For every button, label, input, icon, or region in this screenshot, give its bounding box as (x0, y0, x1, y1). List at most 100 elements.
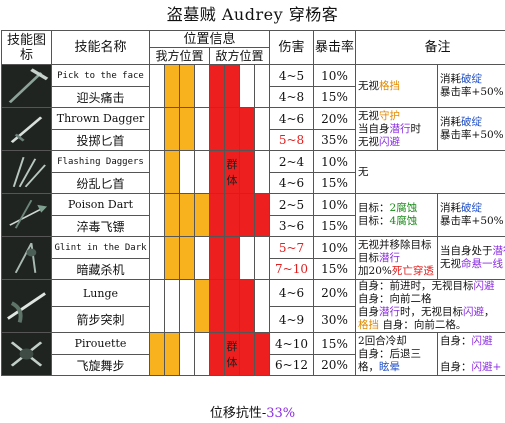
our-position-slot (179, 64, 195, 108)
our-position-slot (194, 64, 210, 108)
our-position-slot (179, 193, 195, 237)
our-position-slot (149, 279, 165, 333)
our-position-slot (164, 236, 180, 280)
skill-row: Lunge 4~6 20% 自身：前进时，无视目标闪避 自身：向前二格 自身潜行时，无视目… (1, 278, 505, 333)
crit-value: 10% (313, 193, 357, 216)
enemy-position-slot (239, 236, 255, 280)
enemy-position-slot (209, 64, 225, 108)
skill-row: 暗藏杀机 7~10 15% (2, 258, 505, 280)
crit-value: 20% (313, 107, 357, 130)
damage-value: 4~9 (269, 306, 315, 333)
damage-value: 4~5 (269, 64, 315, 87)
damage-value: 7~10 (269, 258, 315, 280)
enemy-position-slot (253, 279, 271, 333)
our-position-slot (179, 150, 195, 194)
skill-table: 技能图标 技能名称 位置信息 伤害 暴击率 备注 我方位置 敌方位置 Pick … (1, 30, 505, 376)
skill-row: 纷乱匕首 4~6 15% (2, 172, 505, 194)
enemy-position-slot (224, 236, 240, 280)
our-position-slot (149, 107, 165, 151)
header-skill-name: 技能名称 (51, 30, 150, 65)
remark-b: 消耗破绽 暴击率+50% (437, 107, 505, 151)
crit-value: 15% (313, 86, 357, 108)
skill-name-zh: 投掷匕首 (51, 129, 150, 151)
damage-value: 4~6 (269, 172, 315, 194)
skill-row: 淬毒飞镖 3~6 15% (2, 215, 505, 237)
our-position-slot (179, 236, 195, 280)
our-position-slot (194, 150, 210, 194)
skill-row: Poison Dart 2~5 10% 目标：2腐蚀 目标：4腐蚀 消耗破绽 暴击率+50% (1, 193, 505, 237)
skill-row: Pirouette 群体 4~10 15% 2回合冷却 自身：后退三格，眩晕 自身：闪避 自身… (1, 332, 505, 376)
skill-name-zh: 飞旋舞步 (51, 354, 150, 376)
crit-value: 20% (313, 278, 357, 308)
remark-a: 2回合冷却 自身：后退三格，眩晕 (355, 332, 439, 376)
skill-name-en: Thrown Dagger (51, 107, 150, 130)
damage-value: 3~6 (269, 215, 315, 237)
our-position-slot (149, 332, 165, 376)
skill-name-en: Pirouette (51, 332, 150, 355)
header-enemy-position: 敌方位置 (208, 47, 271, 65)
crit-value: 10% (313, 64, 357, 87)
remark-a: 无视守护 当自身潜行时 无视闪避 (355, 107, 439, 151)
enemy-position-slot (239, 193, 255, 237)
enemy-position-slot (209, 332, 225, 376)
pickaxe-icon (1, 64, 52, 108)
header-damage: 伤害 (269, 30, 315, 65)
our-position-slot (149, 150, 165, 194)
enemy-position-slot (253, 332, 271, 376)
daggers-fan-icon (1, 150, 52, 194)
skill-name-zh: 箭步突刺 (51, 306, 150, 333)
skill-row: 箭步突刺 4~9 30% (2, 306, 505, 333)
skill-name-zh: 迎头痛击 (51, 86, 150, 108)
skill-row: Thrown Dagger 4~6 20% 无视守护 当自身潜行时 无视闪避 消耗破绽 暴击率… (1, 107, 505, 151)
crit-value: 15% (313, 332, 357, 355)
enemy-position-slot (239, 150, 255, 194)
skill-name-zh: 淬毒飞镖 (51, 215, 150, 237)
our-position-slot (179, 107, 195, 151)
enemy-position-slot (209, 193, 225, 237)
damage-value: 5~7 (269, 236, 315, 259)
enemy-position-slot (224, 279, 240, 333)
remark-a: 目标：2腐蚀 目标：4腐蚀 (355, 193, 439, 237)
our-position-slot (149, 193, 165, 237)
crit-value: 15% (313, 215, 357, 237)
damage-value: 2~5 (269, 193, 315, 216)
enemy-position-slot (239, 279, 255, 333)
dart-icon (1, 193, 52, 237)
damage-value: 2~4 (269, 150, 315, 173)
crit-value: 35% (313, 129, 357, 151)
header-crit: 暴击率 (313, 30, 357, 65)
remark-b: 消耗破绽 暴击率+50% (437, 64, 505, 108)
our-position-slot (179, 279, 195, 333)
skill-name-en: Pick to the face (51, 64, 150, 87)
skill-name-en: Glint in the Dark (51, 236, 150, 259)
footer-value: 33% (266, 406, 296, 421)
enemy-position-slot (253, 193, 271, 237)
our-position-slot (164, 64, 180, 108)
our-position-slot (164, 193, 180, 237)
dagger-icon (1, 107, 52, 151)
damage-value: 4~10 (269, 332, 315, 355)
remark-a: 无视格挡 (355, 64, 439, 108)
crit-value: 10% (313, 236, 357, 259)
page-title: 盗墓贼 Audrey 穿杨客 (166, 5, 339, 24)
glint-icon (1, 236, 52, 280)
skill-row: Flashing Daggers 群体 2~4 10% 无 (1, 150, 505, 194)
enemy-position-slot (224, 193, 240, 237)
header-remarks: 备注 (355, 30, 505, 65)
lunge-icon (1, 279, 52, 333)
skill-name-en: Poison Dart (51, 193, 150, 216)
our-position-slot (149, 64, 165, 108)
skill-name-en: Lunge (51, 278, 150, 308)
remark-b: 自身：闪避 自身：闪避+ (437, 332, 505, 376)
enemy-position-slot (224, 107, 240, 151)
remark-a: 自身：前进时，无视目标闪避 自身：向前二格 自身潜行时，无视目标闪避， 格挡 自身：向… (355, 279, 505, 333)
pirouette-icon (1, 332, 52, 376)
our-position-slot (164, 279, 180, 333)
damage-value: 4~8 (269, 86, 315, 108)
damage-value: 4~6 (269, 107, 315, 130)
displacement-resistance: 位移抗性-33% (0, 404, 505, 423)
crit-value: 20% (313, 354, 357, 376)
crit-value: 30% (313, 306, 357, 333)
our-position-slot (194, 193, 210, 237)
